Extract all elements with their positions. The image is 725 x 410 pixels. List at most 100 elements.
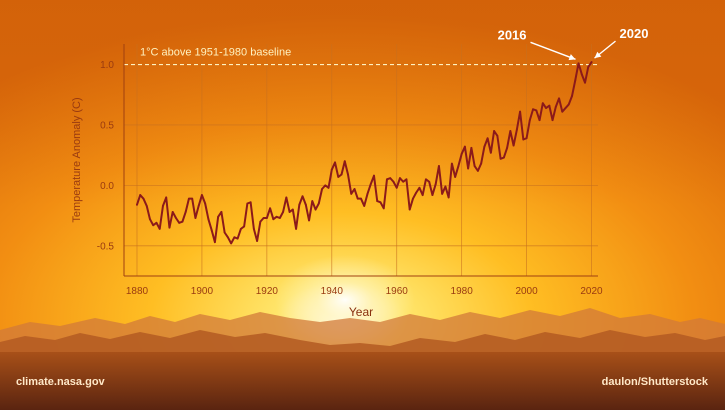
data-point [418,186,421,189]
data-point [402,180,405,183]
data-point [275,215,278,218]
data-point [334,161,336,164]
data-point [457,165,460,167]
data-point [298,203,301,206]
data-point [288,211,291,213]
data-point [246,202,249,205]
grid-lines [124,44,598,276]
data-point [191,197,194,200]
source-credit: climate.nasa.gov [16,376,106,388]
data-point [201,194,203,196]
data-point [571,95,573,97]
data-point [149,218,151,221]
data-point [382,207,385,210]
data-point [444,185,447,188]
data-point [519,110,521,113]
data-point [214,241,216,244]
data-point [408,208,411,211]
data-point [282,211,284,213]
x-tick-label: 2000 [515,286,538,297]
data-point [233,236,236,239]
data-point [532,108,534,111]
data-point [476,169,479,172]
data-point [142,197,145,200]
data-point [178,221,181,224]
data-point [291,208,294,211]
y-tick-label: 0.5 [100,120,114,131]
data-point [554,105,557,108]
data-point [249,201,252,204]
data-point [463,145,466,148]
data-point [541,102,544,105]
data-point [369,183,372,186]
data-point [506,147,508,149]
data-point [343,160,346,163]
data-point [584,81,586,84]
data-point [243,225,246,228]
data-point [321,188,323,190]
data-point [438,165,440,167]
data-point [256,240,259,242]
chart-axes [123,44,598,277]
data-point [567,103,570,106]
data-point [451,162,453,165]
data-point [236,237,239,240]
data-point [496,134,499,137]
data-point [535,109,538,112]
data-point [386,178,388,181]
data-point [217,215,220,218]
temperature-line-chart: 1°C above 1951-1980 baseline 1880 1900 192… [71,26,648,319]
data-point [405,178,408,181]
data-point [155,221,158,224]
data-point [171,211,174,213]
data-point [301,195,304,198]
data-point [454,176,457,178]
data-point [558,97,560,100]
data-point [467,167,470,170]
ground-band [0,352,725,410]
data-point [580,73,583,76]
data-point [493,130,496,132]
data-point [259,220,262,223]
data-point [538,119,541,122]
data-point [139,194,142,196]
data-point [311,200,314,202]
data-point [184,211,187,213]
y-tick-label: 1.0 [100,60,114,71]
data-point [548,104,551,107]
data-point [460,153,463,155]
data-point [480,162,483,165]
data-point [252,227,255,230]
series-layer [135,61,593,245]
data-point [515,128,518,131]
data-point [373,174,375,177]
data-point [392,180,395,183]
y-tick-label: -0.5 [97,241,115,252]
x-axis-label: Year [349,305,373,319]
data-point [395,186,398,189]
data-point [295,227,297,230]
data-point [175,217,177,219]
data-point [564,107,567,109]
data-point [473,165,476,167]
data-point [415,191,418,194]
data-point [220,211,223,213]
data-point [230,242,233,245]
callout-arrowhead-2016 [568,54,576,61]
data-point [347,173,349,176]
data-point [421,194,424,196]
data-point [162,205,164,207]
callout-label-2020: 2020 [620,26,649,41]
callout-arrow-2016 [530,41,576,60]
data-point [412,197,414,200]
data-point [528,119,531,122]
data-point [441,192,444,195]
callout-label-2016: 2016 [498,27,527,42]
data-point [545,107,547,109]
data-point [223,231,226,234]
x-tick-label: 1960 [386,286,409,297]
data-point [308,219,310,222]
data-point [285,196,288,199]
data-point [324,184,327,187]
